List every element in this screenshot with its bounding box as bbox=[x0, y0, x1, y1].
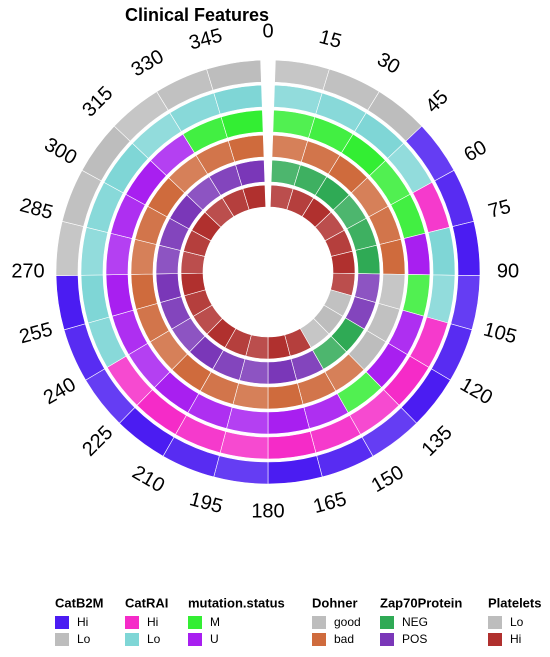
heat-cell bbox=[267, 382, 304, 410]
legend-swatch bbox=[55, 633, 69, 646]
heat-cell bbox=[206, 59, 262, 91]
angle-tick-label: 0 bbox=[262, 20, 273, 42]
legend-swatch bbox=[488, 616, 502, 629]
legend-swatch bbox=[380, 616, 394, 629]
angle-tick-label: 240 bbox=[40, 374, 80, 410]
legend-label: Hi bbox=[510, 632, 521, 646]
angle-tick-label: 195 bbox=[187, 488, 225, 518]
heat-cell bbox=[427, 226, 456, 276]
angle-tick-label: 180 bbox=[251, 500, 284, 522]
heat-cell bbox=[232, 382, 269, 410]
heat-cell bbox=[402, 274, 431, 317]
angle-tick-label: 210 bbox=[128, 461, 168, 497]
legend-label: Lo bbox=[77, 632, 91, 646]
angle-tick-label: 105 bbox=[481, 318, 519, 348]
heat-cell bbox=[105, 232, 133, 276]
heat-cell bbox=[355, 244, 381, 275]
legend-title: Zap70Protein bbox=[380, 595, 462, 610]
heat-cell bbox=[219, 431, 269, 460]
legend-swatch bbox=[125, 633, 139, 646]
heat-cell bbox=[242, 184, 267, 211]
angle-tick-label: 345 bbox=[187, 25, 225, 55]
angle-tick-label: 90 bbox=[497, 260, 519, 282]
heat-cell bbox=[220, 109, 264, 139]
legend-label: Hi bbox=[77, 615, 88, 629]
angle-tick-label: 135 bbox=[418, 422, 457, 461]
legend-label: good bbox=[334, 615, 361, 629]
legend-title: Platelets bbox=[488, 595, 541, 610]
heat-cell bbox=[450, 275, 481, 331]
rings bbox=[55, 59, 481, 485]
heat-cell bbox=[379, 238, 406, 275]
legend-title: CatB2M bbox=[55, 595, 103, 610]
heat-cell bbox=[80, 226, 109, 276]
heat-cell bbox=[80, 274, 110, 324]
angle-tick-label: 270 bbox=[11, 260, 44, 282]
heat-cell bbox=[426, 274, 456, 324]
heat-cell bbox=[55, 220, 84, 277]
angle-tick-label: 15 bbox=[317, 26, 344, 53]
angle-tick-label: 165 bbox=[311, 488, 349, 518]
heat-cell bbox=[378, 273, 406, 310]
legend-swatch bbox=[125, 616, 139, 629]
angle-tick-label: 225 bbox=[78, 422, 117, 461]
angle-tick-label: 60 bbox=[460, 136, 490, 166]
legend-title: CatRAI bbox=[125, 595, 168, 610]
legend-swatch bbox=[380, 633, 394, 646]
legend-label: POS bbox=[402, 632, 427, 646]
angle-tick-label: 330 bbox=[128, 46, 168, 82]
legend-label: Lo bbox=[147, 632, 161, 646]
legend-label: NEG bbox=[402, 615, 428, 629]
legend-label: U bbox=[210, 632, 219, 646]
legend-title: Dohner bbox=[312, 595, 358, 610]
legend-swatch bbox=[188, 633, 202, 646]
angle-tick-label: 285 bbox=[17, 194, 55, 224]
legend-swatch bbox=[188, 616, 202, 629]
legend-swatch bbox=[488, 633, 502, 646]
legend: CatB2M Hi Lo CatRAI Hi Lo mutation.status MU Doh… bbox=[55, 595, 541, 646]
angle-tick-label: 30 bbox=[373, 48, 403, 78]
heat-cell bbox=[452, 220, 481, 277]
angle-tick-label: 120 bbox=[456, 374, 496, 410]
heat-cell bbox=[267, 406, 310, 435]
angle-tick-label: 75 bbox=[486, 196, 513, 223]
legend-title: mutation.status bbox=[188, 595, 285, 610]
heat-cell bbox=[55, 275, 86, 331]
angle-tick-label: 150 bbox=[368, 461, 408, 497]
heat-cell bbox=[227, 134, 265, 163]
legend-label: Hi bbox=[147, 615, 158, 629]
legend-label: Lo bbox=[510, 615, 524, 629]
legend-swatch bbox=[312, 633, 326, 646]
legend-label: bad bbox=[334, 632, 354, 646]
heat-cell bbox=[235, 159, 266, 187]
legend-swatch bbox=[312, 616, 326, 629]
angle-tick-label: 315 bbox=[78, 82, 117, 121]
heat-cell bbox=[105, 274, 134, 317]
legend-label: M bbox=[210, 615, 220, 629]
heat-cell bbox=[130, 273, 158, 310]
legend-swatch bbox=[55, 616, 69, 629]
heat-cell bbox=[213, 455, 269, 485]
heat-cell bbox=[267, 455, 323, 485]
heat-cell bbox=[272, 109, 316, 139]
heat-cell bbox=[267, 431, 317, 460]
heat-cell bbox=[226, 406, 269, 435]
heat-cell bbox=[130, 238, 157, 275]
angle-tick-label: 45 bbox=[422, 86, 453, 117]
heat-cell bbox=[213, 84, 263, 115]
heat-cell bbox=[273, 84, 323, 115]
chart-title: Clinical Features bbox=[125, 5, 269, 25]
angle-tick-label: 255 bbox=[17, 318, 55, 348]
heat-cell bbox=[403, 232, 431, 276]
angle-tick-label: 300 bbox=[41, 134, 81, 170]
